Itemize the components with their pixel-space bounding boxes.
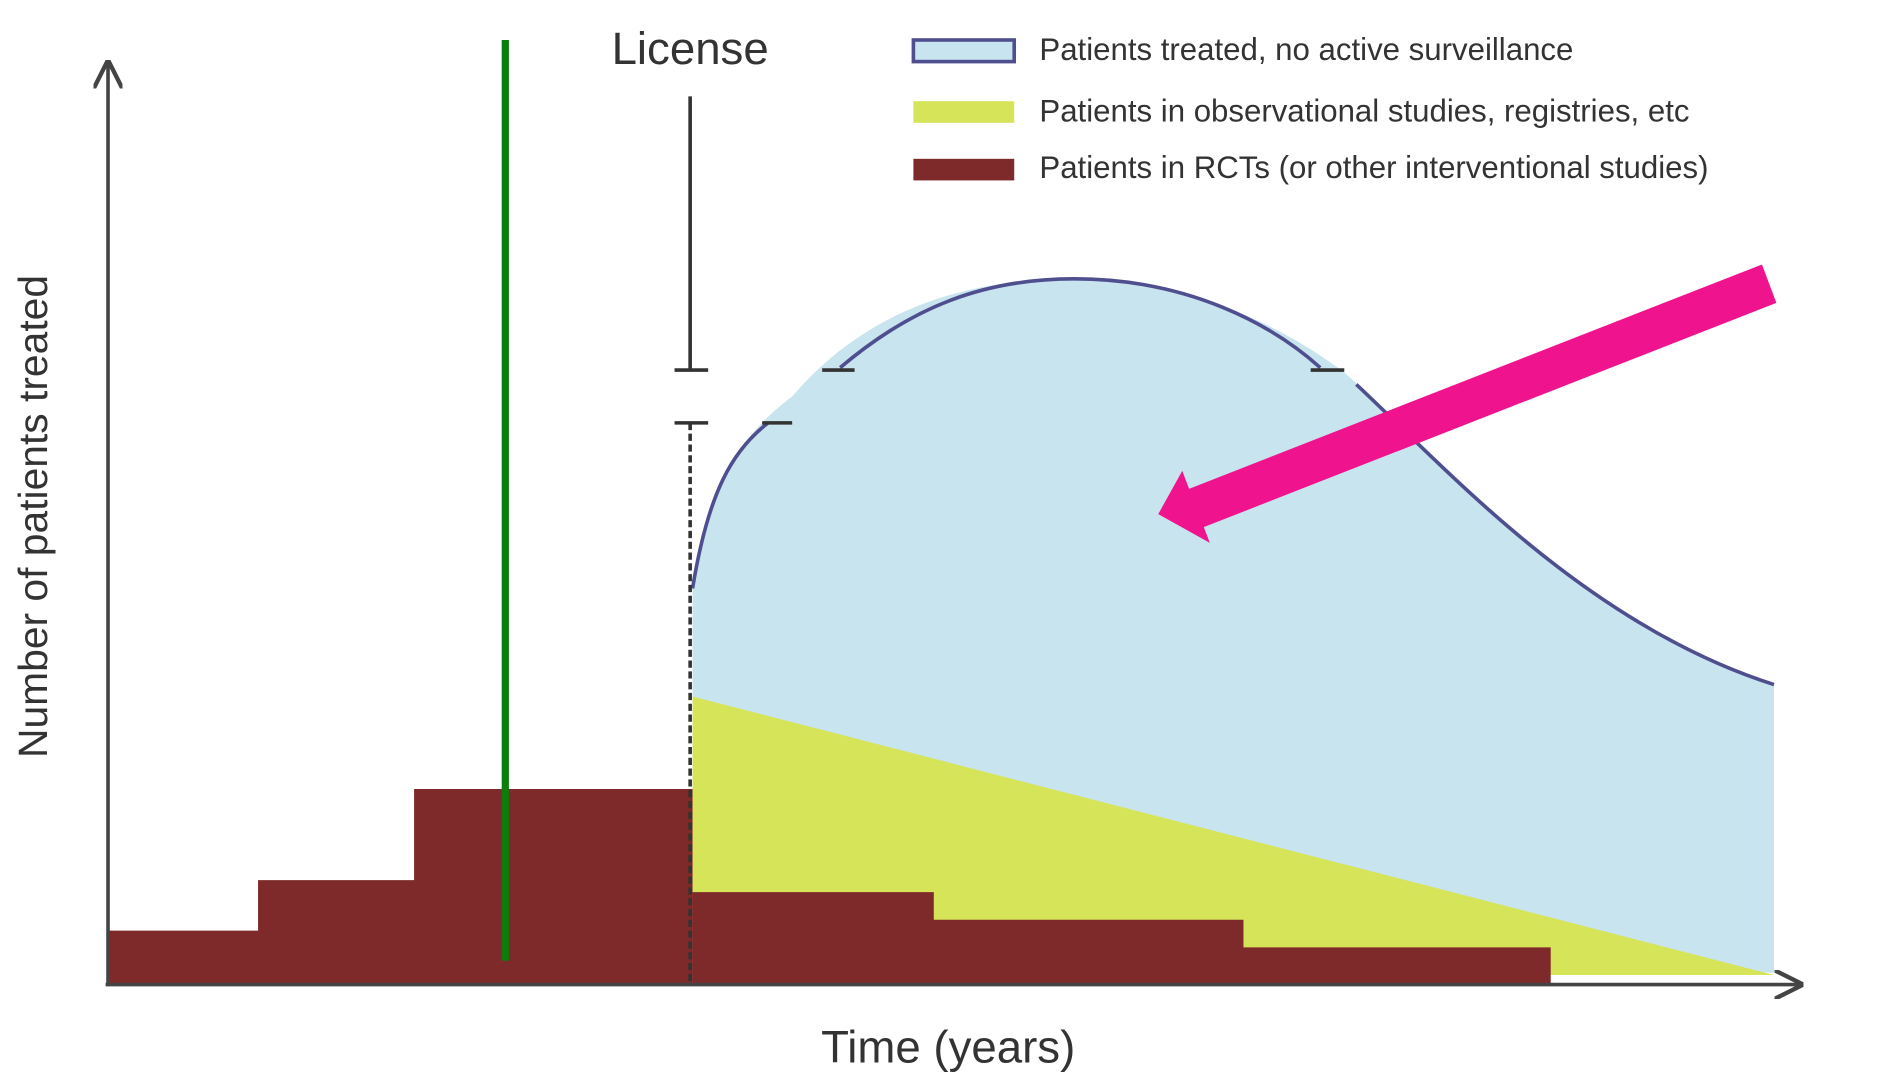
legend-label: Patients in RCTs (or other interventiona…: [1039, 150, 1708, 185]
rct-steps-left: [108, 788, 693, 985]
legend-swatch: [913, 101, 1015, 123]
legend-label: Patients treated, no active surveillance: [1039, 32, 1573, 67]
pink-arrow: [1158, 264, 1777, 543]
rct-steps-right: [692, 892, 1551, 985]
license-label: License: [612, 23, 769, 74]
legend: Patients treated, no active surveillance…: [911, 32, 1709, 185]
y-axis-label: Number of patients treated: [10, 275, 56, 758]
legend-label: Patients in observational studies, regis…: [1039, 93, 1689, 128]
license-marker: [674, 96, 1345, 985]
legend-swatch: [913, 158, 1015, 181]
x-axis-label: Time (years): [821, 1022, 1075, 1073]
legend-swatch: [911, 38, 1017, 64]
